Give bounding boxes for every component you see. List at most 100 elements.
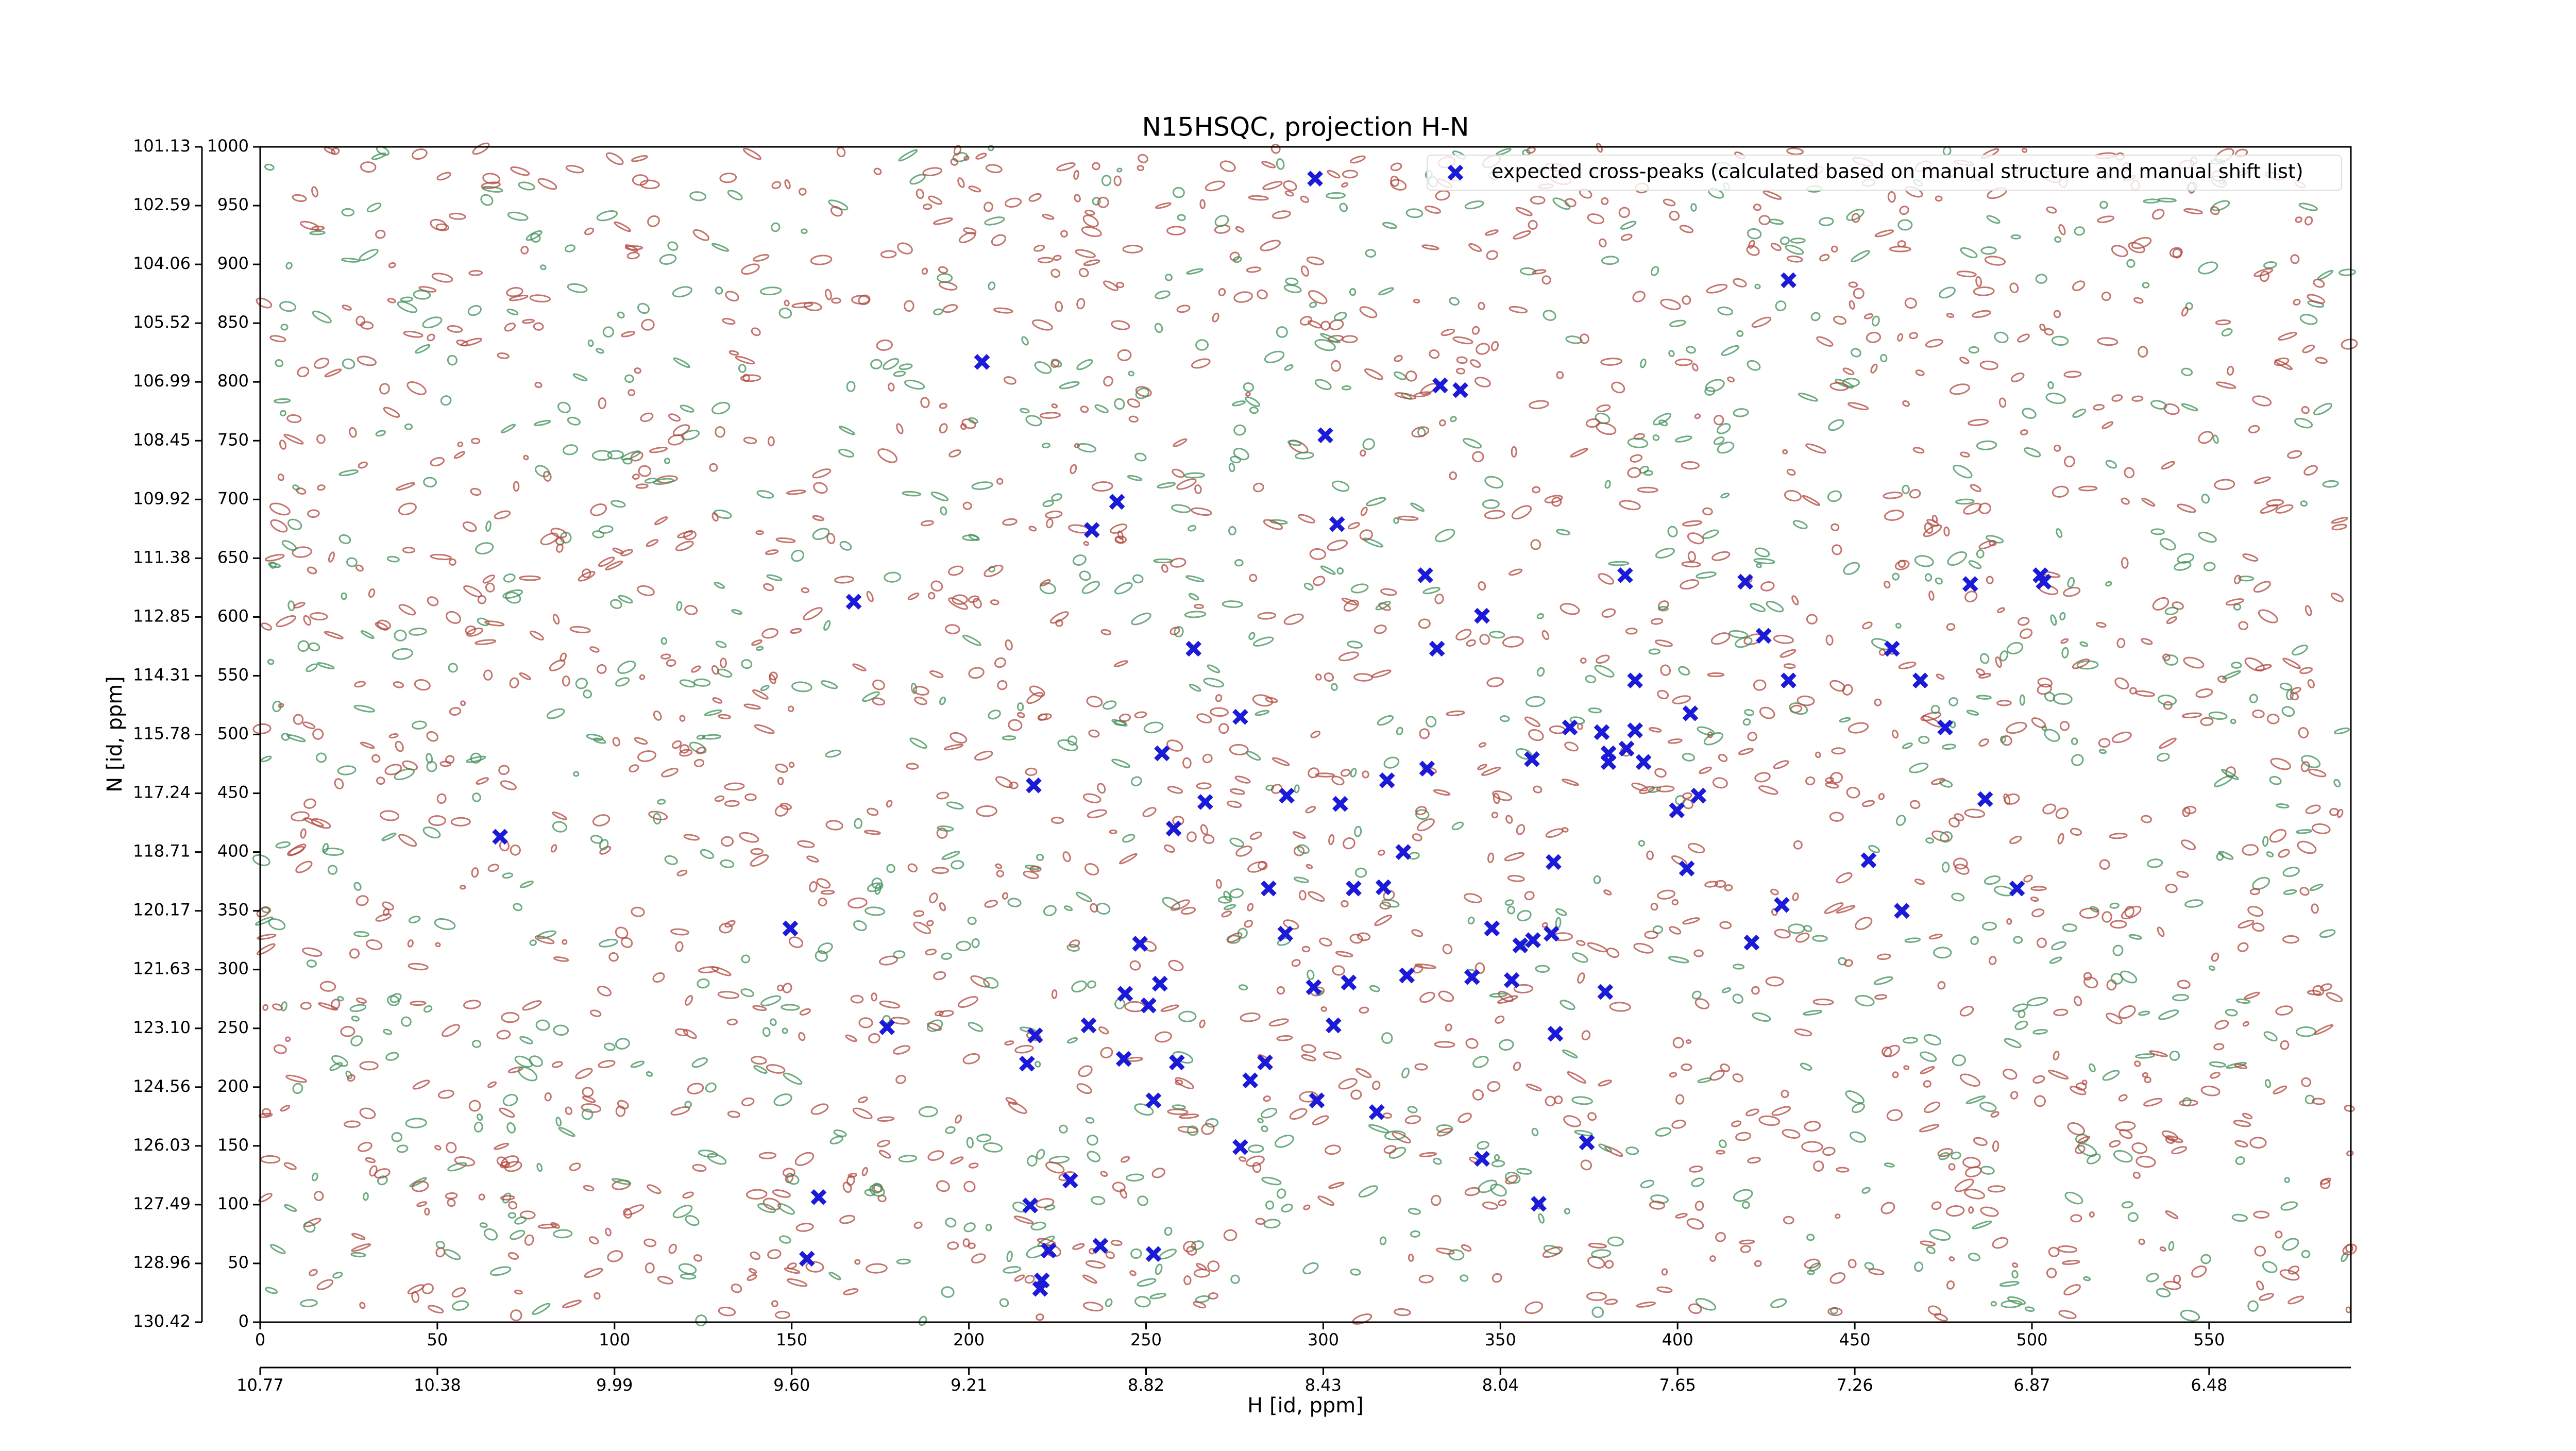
contour	[1111, 320, 1130, 330]
contour	[2266, 851, 2274, 857]
contour	[2242, 553, 2259, 562]
contour	[1028, 193, 1042, 202]
contour	[942, 304, 958, 313]
y-tick-label: 400	[217, 841, 249, 861]
contour	[2255, 664, 2272, 671]
contour	[1560, 1000, 1575, 1010]
contour	[1474, 377, 1491, 387]
contour	[1636, 1301, 1656, 1308]
contour	[2157, 752, 2170, 762]
contour	[1931, 515, 1938, 523]
contour	[412, 1180, 429, 1192]
x-tick-label: 550	[2193, 1330, 2225, 1349]
contour	[1827, 1307, 1843, 1317]
contour	[1129, 960, 1141, 971]
contour	[289, 843, 307, 856]
contour	[2063, 1284, 2081, 1296]
contour	[389, 993, 402, 1003]
contour	[342, 305, 352, 311]
contour	[1172, 187, 1185, 198]
contour	[589, 646, 600, 653]
contour	[950, 158, 959, 166]
contour	[1045, 1161, 1065, 1174]
contour	[1059, 1124, 1068, 1134]
contour	[684, 605, 698, 615]
contour	[771, 1300, 778, 1307]
contour	[970, 975, 990, 988]
contour	[1053, 255, 1062, 261]
contour	[1472, 451, 1484, 463]
contour	[1100, 1047, 1113, 1058]
contour	[1276, 326, 1288, 338]
contour	[962, 534, 979, 541]
contour	[1342, 335, 1358, 343]
contour	[913, 921, 931, 934]
contour	[2244, 991, 2260, 1000]
contour	[1116, 167, 1123, 173]
contour	[985, 164, 1003, 174]
contour	[2163, 1280, 2181, 1290]
contour	[1003, 376, 1016, 385]
contour	[1246, 266, 1261, 273]
contour	[864, 906, 886, 916]
contour	[2010, 1091, 2019, 1100]
contour	[825, 289, 832, 300]
contour	[640, 412, 654, 423]
contour	[1103, 280, 1118, 291]
contour	[704, 709, 722, 716]
contour	[2051, 335, 2069, 346]
contour	[628, 389, 636, 396]
contour	[322, 847, 344, 856]
contour	[893, 950, 906, 959]
contour	[720, 859, 735, 868]
contour	[2099, 859, 2110, 870]
contour	[284, 1204, 297, 1212]
contour	[256, 297, 273, 309]
contour	[1020, 408, 1030, 414]
contour	[2214, 1020, 2229, 1030]
contour	[1899, 206, 1909, 215]
contour	[1153, 558, 1174, 564]
contour	[369, 1165, 378, 1177]
contour	[1354, 825, 1362, 837]
contour	[1363, 537, 1384, 548]
contour	[598, 525, 614, 534]
contour	[1954, 864, 1970, 875]
contour	[870, 359, 883, 369]
contour	[1937, 981, 1946, 990]
contour	[1618, 207, 1630, 218]
contour	[2280, 1201, 2298, 1211]
contour	[830, 206, 843, 217]
contour	[584, 1268, 603, 1278]
contour	[1669, 210, 1680, 221]
y-tick-label: 100	[217, 1194, 249, 1213]
contour	[1966, 710, 1979, 716]
contour	[2248, 425, 2260, 434]
contour	[632, 474, 640, 480]
contour	[963, 155, 970, 161]
y-tick-label: 0	[239, 1311, 249, 1331]
contour	[2126, 259, 2136, 268]
contour	[2037, 683, 2052, 695]
contour	[1352, 1313, 1372, 1325]
contour	[1792, 520, 1808, 529]
contour	[1414, 391, 1432, 398]
contour	[2344, 1105, 2355, 1112]
contour	[1440, 328, 1455, 336]
contour	[475, 542, 494, 555]
contour	[2211, 952, 2219, 962]
contour	[588, 1236, 599, 1245]
contour	[1319, 937, 1332, 947]
cross-peak	[1531, 1195, 1547, 1212]
contour	[1897, 333, 1904, 342]
cross-peak	[1032, 1280, 1048, 1297]
plot-frame	[259, 146, 2352, 1323]
cross-peak	[1547, 1025, 1564, 1042]
contour	[1507, 905, 1515, 915]
contour	[1082, 214, 1099, 228]
contour	[1741, 1201, 1750, 1209]
contour	[1412, 833, 1422, 841]
contour	[1545, 1095, 1556, 1107]
contour	[1660, 664, 1671, 676]
contour	[1995, 656, 2002, 668]
